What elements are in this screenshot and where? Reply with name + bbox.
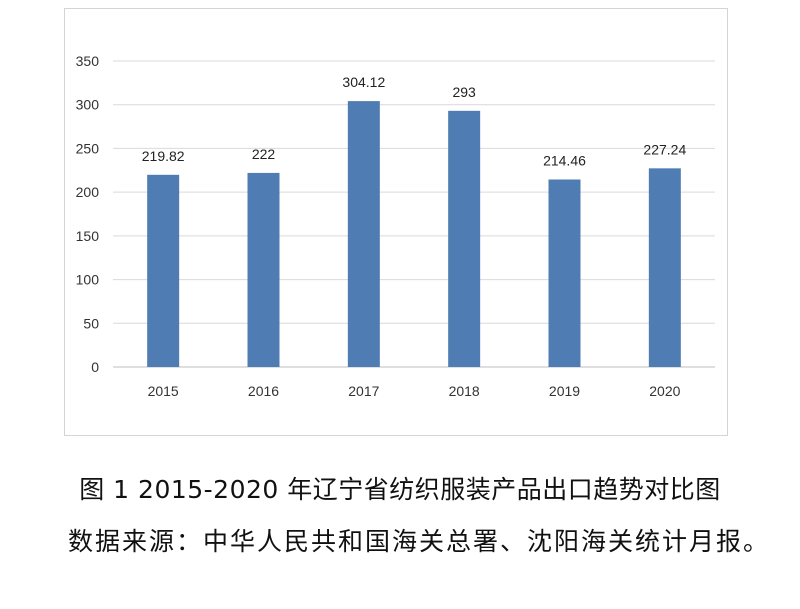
data-label-2019: 214.46 (543, 153, 586, 169)
figure-caption: 图 1 2015-2020 年辽宁省纺织服装产品出口趋势对比图 (79, 475, 721, 504)
y-tick-label-100: 100 (76, 272, 100, 288)
y-tick-label-250: 250 (76, 140, 100, 156)
data-label-2020: 227.24 (643, 141, 686, 157)
x-tick-label-2018: 2018 (449, 383, 480, 399)
y-tick-label-300: 300 (76, 97, 100, 113)
chart-frame: 0 50 100 150 200 250 300 350 219.82 2015 222 2016 30… (64, 8, 728, 436)
bar-2017 (347, 101, 380, 367)
data-label-2015: 219.82 (142, 148, 185, 164)
bar-2016 (247, 172, 280, 367)
x-tick-label-2015: 2015 (148, 383, 179, 399)
y-tick-label-200: 200 (76, 184, 100, 200)
data-label-2016: 222 (252, 146, 276, 162)
x-tick-label-2020: 2020 (649, 383, 680, 399)
data-source-note: 数据来源：中华人民共和国海关总署、沈阳海关统计月报。 (68, 527, 771, 556)
bar-2018 (448, 110, 481, 367)
x-tick-label-2016: 2016 (248, 383, 279, 399)
bar-2015 (147, 174, 180, 367)
x-tick-label-2017: 2017 (348, 383, 379, 399)
y-tick-label-0: 0 (91, 359, 99, 375)
bar-chart: 0 50 100 150 200 250 300 350 219.82 2015 222 2016 30… (76, 53, 715, 399)
data-label-2018: 293 (452, 84, 476, 100)
x-tick-label-2019: 2019 (549, 383, 580, 399)
y-tick-label-50: 50 (83, 315, 99, 331)
data-label-2017: 304.12 (342, 74, 385, 90)
y-tick-label-150: 150 (76, 228, 100, 244)
bar-2020 (648, 168, 681, 367)
y-tick-label-350: 350 (76, 53, 100, 69)
bar-2019 (548, 179, 581, 367)
